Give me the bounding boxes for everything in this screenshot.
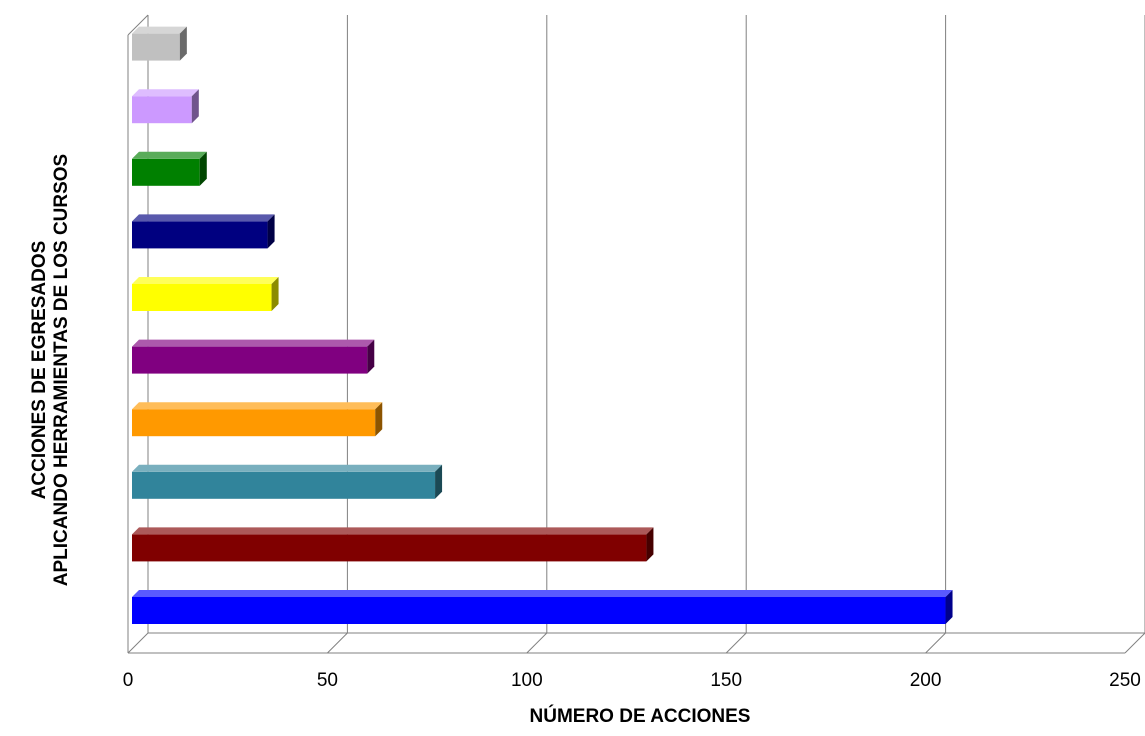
- bar-end-face: [945, 590, 953, 624]
- floor-diagonal: [925, 632, 946, 654]
- bar-top-face: [132, 214, 275, 222]
- bar-end-face: [199, 151, 207, 186]
- x-tick-label: 100: [511, 670, 543, 691]
- bar-top-face: [132, 89, 199, 97]
- bars: [132, 26, 953, 624]
- x-tick-label: 250: [1109, 670, 1141, 691]
- bar: [132, 26, 187, 61]
- bar-top-face: [132, 402, 383, 410]
- bar-end-face: [646, 527, 654, 562]
- bar-top-face: [132, 527, 654, 535]
- bar: [132, 339, 375, 374]
- bar-front-face: [132, 597, 946, 624]
- bar-front-face: [132, 284, 272, 311]
- bar-front-face: [132, 158, 200, 186]
- bar: [132, 464, 443, 499]
- bar-front-face: [132, 96, 192, 124]
- bar-top-face: [132, 590, 953, 597]
- bar-top-face: [132, 277, 279, 284]
- floor-diagonal: [127, 632, 149, 654]
- bar: [132, 151, 207, 186]
- bar-front-face: [132, 409, 376, 437]
- bar-front-face: [132, 33, 180, 61]
- bar-front-face: [132, 534, 647, 562]
- bar-end-face: [267, 214, 275, 249]
- bar: [132, 590, 953, 624]
- bar-end-face: [271, 277, 279, 311]
- x-axis-title: NÚMERO DE ACCIONES: [530, 705, 751, 727]
- bar-top-face: [132, 26, 187, 34]
- bar-end-face: [179, 26, 187, 61]
- bar: [132, 527, 654, 562]
- bar: [132, 402, 383, 437]
- floor-diagonal: [1124, 632, 1145, 654]
- wall-top-diagonal: [127, 14, 149, 36]
- floor-diagonal: [526, 632, 548, 654]
- bar-top-face: [132, 464, 443, 472]
- bar: [132, 277, 279, 311]
- bar: [132, 89, 199, 124]
- x-tick-labels: 0 50 100 150 200 250: [123, 670, 1141, 691]
- bar-front-face: [132, 346, 368, 374]
- bar-top-face: [132, 339, 375, 347]
- x-tick-label: 50: [317, 670, 338, 691]
- bar-end-face: [191, 89, 199, 124]
- bar-end-face: [367, 339, 375, 374]
- bar: [132, 214, 275, 249]
- y-axis-title-line-2: APLICANDO HERRAMIENTAS DE LOS CURSOS: [51, 154, 72, 586]
- bar-end-face: [375, 402, 383, 437]
- x-tick-label: 0: [123, 670, 134, 691]
- floor-diagonal: [725, 632, 747, 654]
- bar-front-face: [132, 221, 268, 249]
- floor-diagonal: [327, 632, 348, 654]
- bar-end-face: [435, 464, 443, 499]
- bar-top-face: [132, 151, 207, 159]
- bar-front-face: [132, 471, 436, 499]
- x-tick-label: 150: [710, 670, 742, 691]
- y-axis-title-line-1: ACCIONES DE EGRESADOS: [29, 241, 50, 500]
- x-tick-label: 200: [910, 670, 942, 691]
